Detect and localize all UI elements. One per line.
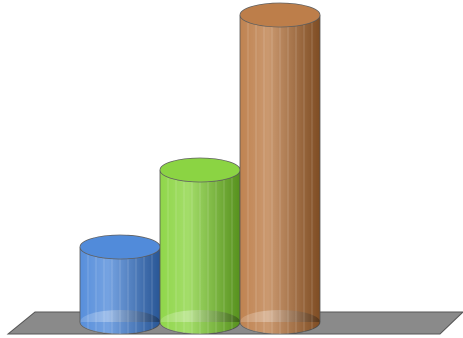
cylinder-bottom-shade — [160, 310, 240, 334]
cylinder-top — [239, 2, 321, 28]
cylinder-bottom-shade — [80, 310, 160, 334]
bar-shade — [240, 15, 320, 322]
cylinder-top-shine — [80, 235, 160, 259]
cylinder-top-shine — [160, 158, 240, 182]
bar-shade — [160, 170, 240, 322]
cylinder-top-shine — [240, 3, 320, 27]
bar-shade — [80, 247, 160, 322]
bars — [79, 2, 321, 335]
cylinder-bottom-shade — [240, 310, 320, 334]
